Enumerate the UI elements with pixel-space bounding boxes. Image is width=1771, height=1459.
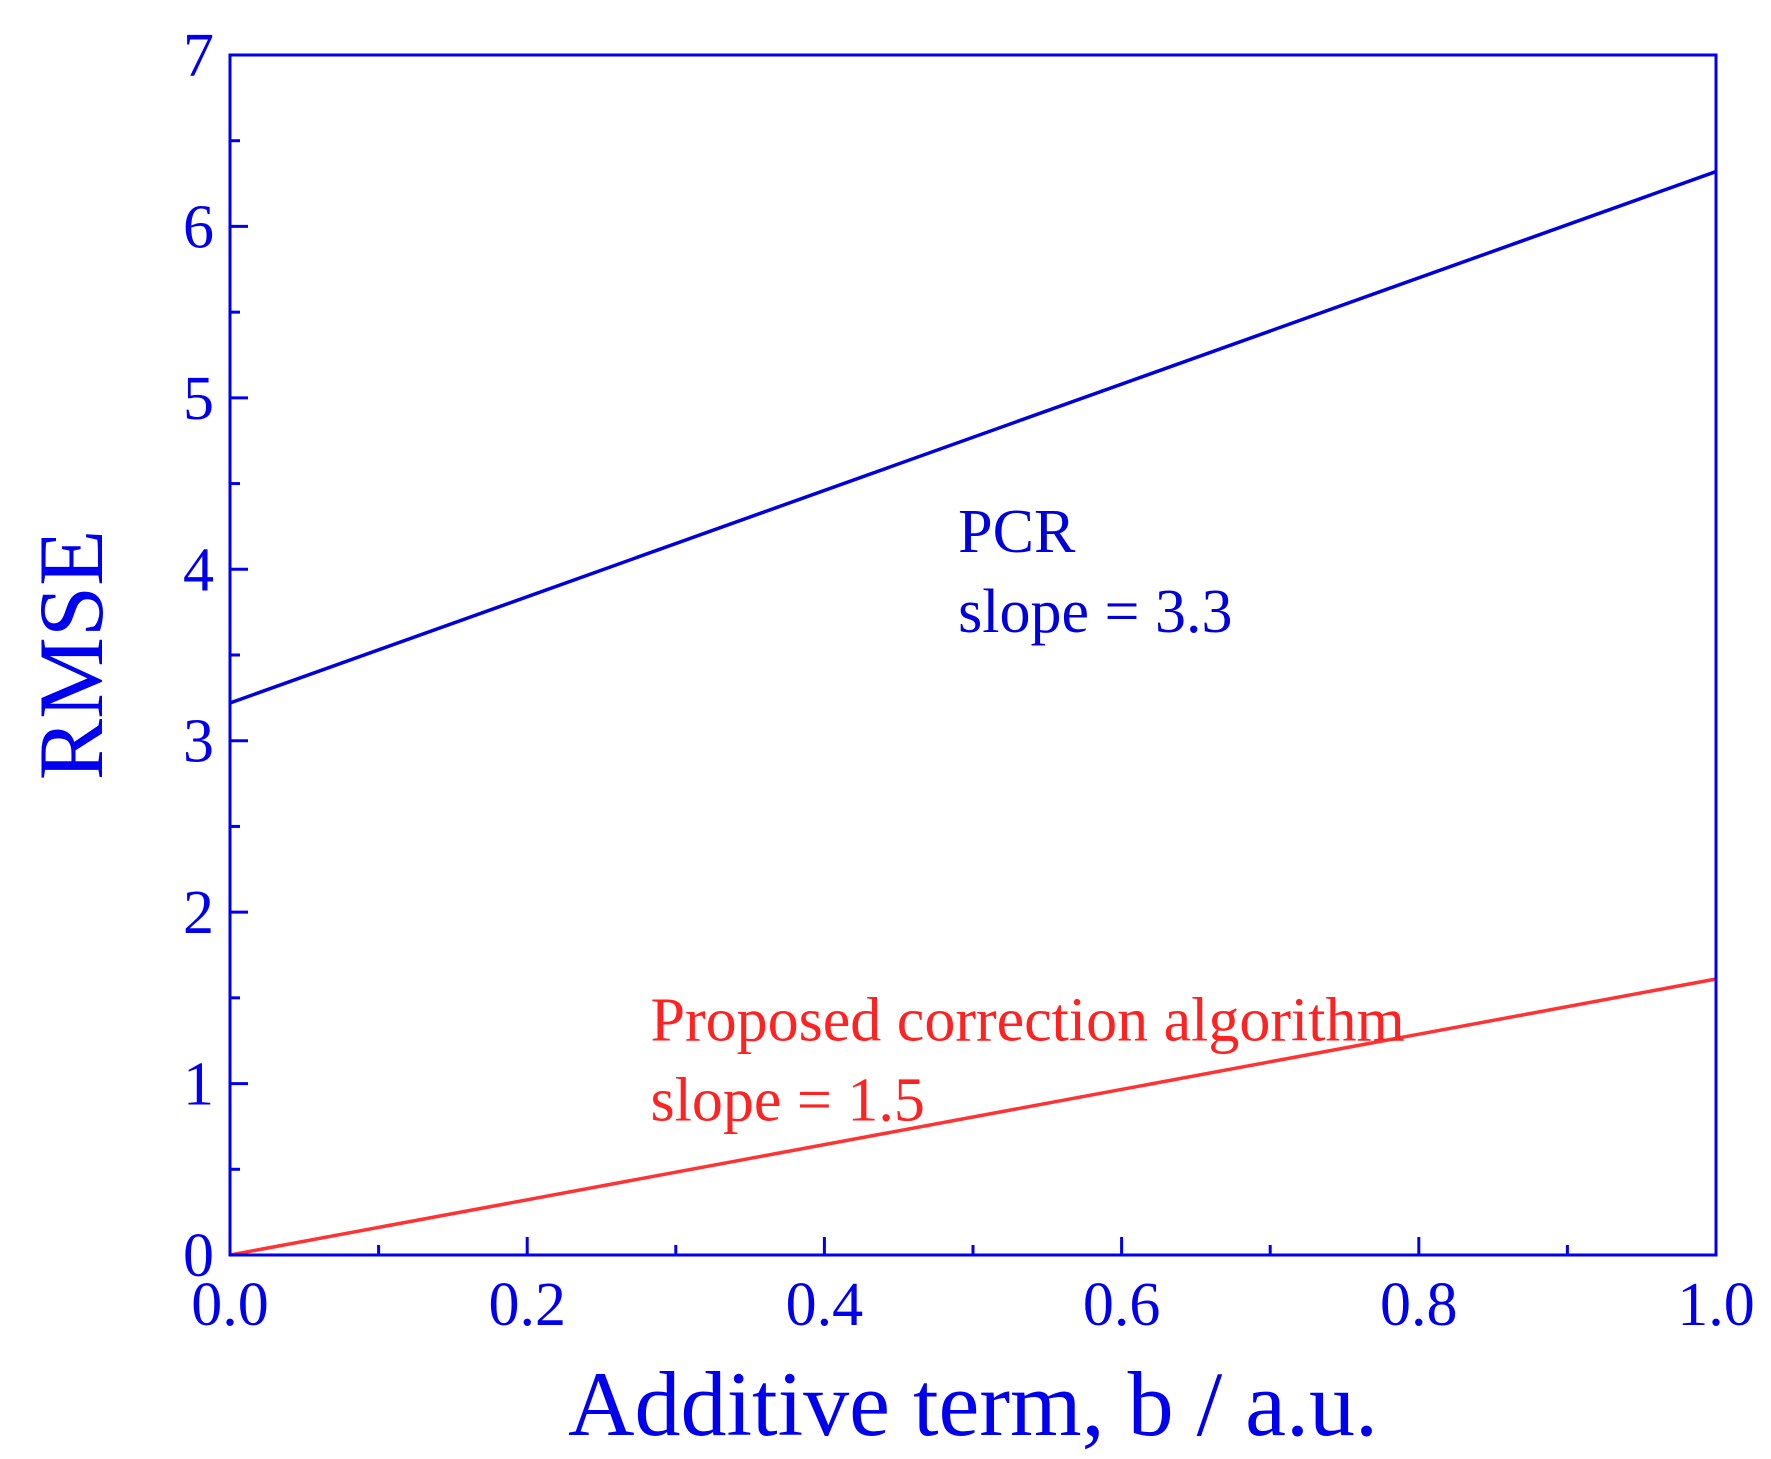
y-tick-label: 0 [183,1222,214,1290]
annotation-0-line-0: PCR [958,498,1076,566]
series-line-1 [229,977,1717,1257]
annotation-0-line-1: slope = 3.3 [958,578,1232,646]
y-tick-label: 1 [183,1051,214,1119]
y-axis-title: RMSE [20,530,122,781]
y-tick-label: 4 [183,536,214,604]
annotation-1-line-1: slope = 1.5 [651,1067,925,1135]
x-tick-label: 0.4 [786,1271,864,1339]
x-tick-label: 0.0 [191,1271,269,1339]
annotations: PCR slope = 3.3 Proposed correction algori… [651,498,1405,1135]
plot-frame [228,53,1718,1257]
y-tick-label: 6 [183,193,214,261]
series-line-0 [229,169,1717,705]
x-tick-label: 0.2 [488,1271,566,1339]
y-tick-label: 3 [183,708,214,776]
tick-labels: 0.0 0.2 0.4 0.6 0.8 1.0 0 1 2 3 4 5 6 7 [183,22,1755,1339]
series-layer [229,169,1717,1257]
y-tick-label: 7 [183,22,214,90]
y-tick-label: 2 [183,879,214,947]
ticks-layer [228,53,1718,1257]
x-axis-title: Additive term, b / a.u. [568,1353,1378,1455]
x-tick-label: 1.0 [1677,1271,1755,1339]
y-tick-label: 5 [183,365,214,433]
x-tick-label: 0.6 [1083,1271,1161,1339]
annotation-1-line-0: Proposed correction algorithm [651,987,1405,1055]
x-tick-label: 0.8 [1380,1271,1458,1339]
